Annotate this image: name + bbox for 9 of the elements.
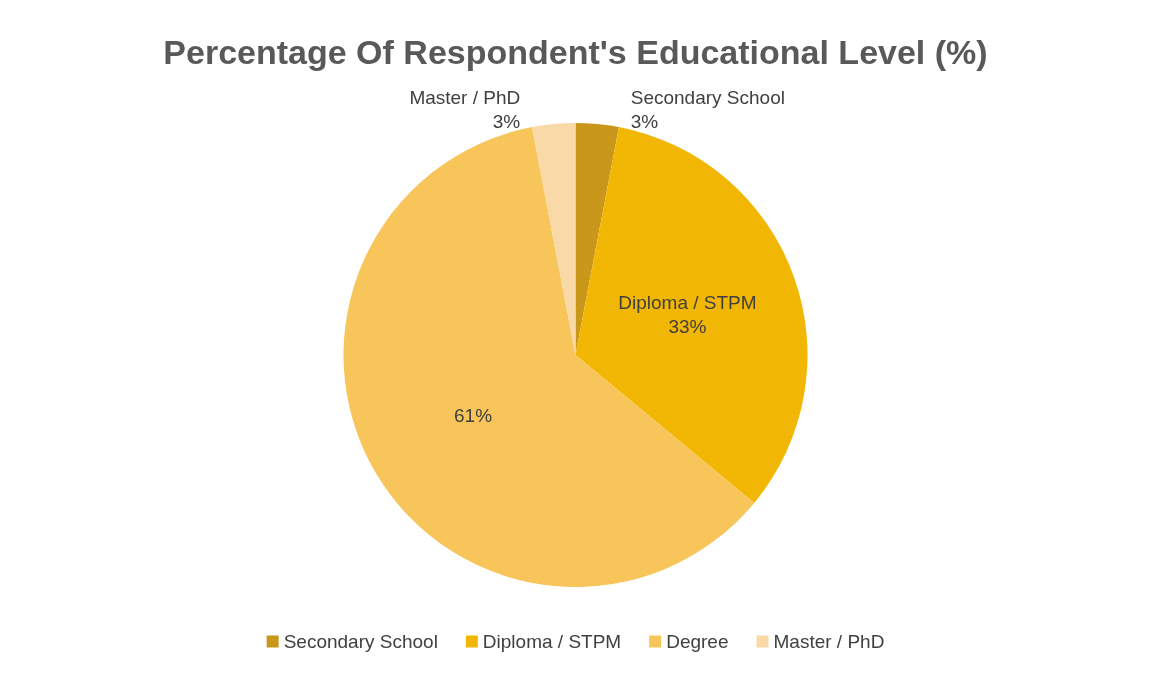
legend-label: Degree	[666, 631, 729, 652]
legend-label: Diploma / STPM	[482, 631, 622, 652]
data-label: Master / PhD 3%	[409, 86, 521, 132]
chart-title: Percentage Of Respondent's Educational Level (%)	[163, 33, 988, 71]
legend-label: Master / PhD	[773, 631, 885, 652]
legend-label: Secondary School	[283, 631, 438, 652]
data-label: Secondary School 3%	[630, 86, 785, 132]
data-label: Diploma / STPM 33%	[618, 292, 757, 338]
data-label: 61%	[454, 405, 493, 427]
